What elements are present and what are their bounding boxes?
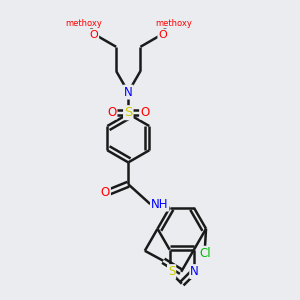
Text: methoxy: methoxy <box>65 19 102 28</box>
Text: methoxy: methoxy <box>155 19 192 28</box>
Text: Cl: Cl <box>199 247 211 260</box>
Text: S: S <box>168 265 175 278</box>
Text: N: N <box>190 265 199 278</box>
Text: O: O <box>89 30 98 40</box>
Text: O: O <box>107 106 116 118</box>
Text: O: O <box>140 106 149 118</box>
Text: NH: NH <box>151 198 168 211</box>
Text: O: O <box>158 30 167 40</box>
Text: N: N <box>124 85 133 99</box>
Text: O: O <box>101 186 110 199</box>
Text: S: S <box>124 106 133 119</box>
